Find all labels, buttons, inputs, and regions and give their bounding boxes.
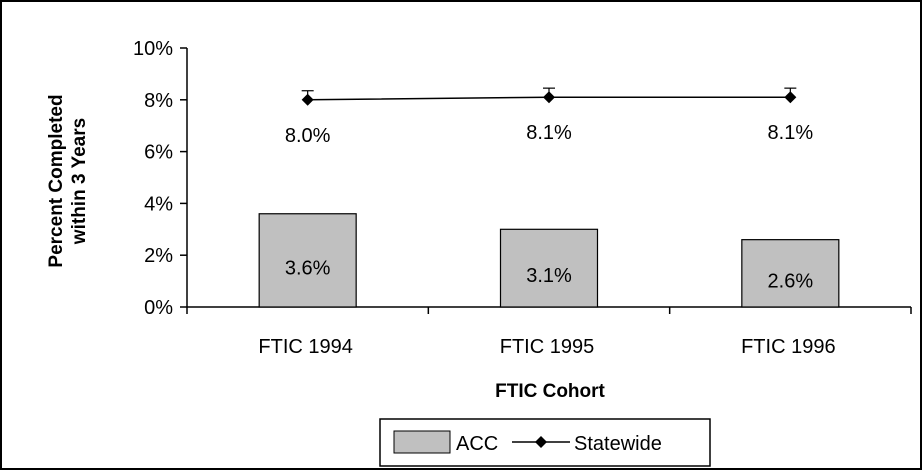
acc-bar (741, 239, 840, 308)
acc-bar-label: 3.1% (526, 265, 572, 287)
acc-bars: 3.6% 3.1% 2.6% (258, 213, 840, 308)
legend-statewide-label: Statewide (574, 433, 662, 455)
legend: ACC Statewide (379, 418, 711, 467)
x-axis-title: FTIC Cohort (495, 381, 605, 402)
y-tick-label: 0% (144, 297, 173, 319)
y-axis-title-line-2: within 3 Years (69, 118, 90, 245)
y-tick-label: 8% (144, 90, 173, 112)
category-labels: FTIC 1994 FTIC 1995 FTIC 1996 (258, 336, 835, 358)
category-label: FTIC 1994 (258, 336, 352, 358)
y-tick-label: 6% (144, 142, 173, 164)
acc-bar-label: 2.6% (768, 270, 814, 292)
acc-bar-label: 3.6% (285, 257, 331, 279)
statewide-data-label: 8.0% (285, 125, 331, 147)
y-ticks: 0% 2% 4% 6% 8% 10% (133, 38, 912, 319)
statewide-data-label: 8.1% (526, 122, 572, 144)
y-axis-title-line-1: Percent Completed (46, 94, 67, 267)
legend-statewide-marker (535, 436, 547, 448)
y-tick-label: 4% (144, 193, 173, 215)
y-axis-title: Percent Completed within 3 Years (46, 94, 90, 267)
y-tick-label: 2% (144, 245, 173, 267)
statewide-marker (301, 93, 314, 106)
statewide-line: 8.0% 8.1% 8.1% (285, 87, 814, 147)
statewide-marker (543, 91, 555, 104)
acc-bar (258, 213, 357, 308)
category-label: FTIC 1996 (741, 336, 835, 358)
acc-bar (499, 228, 599, 308)
y-tick-label: 10% (133, 38, 173, 60)
legend-acc-label: ACC (456, 433, 498, 455)
statewide-data-label: 8.1% (768, 122, 814, 144)
statewide-marker (784, 91, 797, 104)
category-label: FTIC 1995 (500, 336, 594, 358)
legend-acc-swatch (393, 430, 451, 454)
